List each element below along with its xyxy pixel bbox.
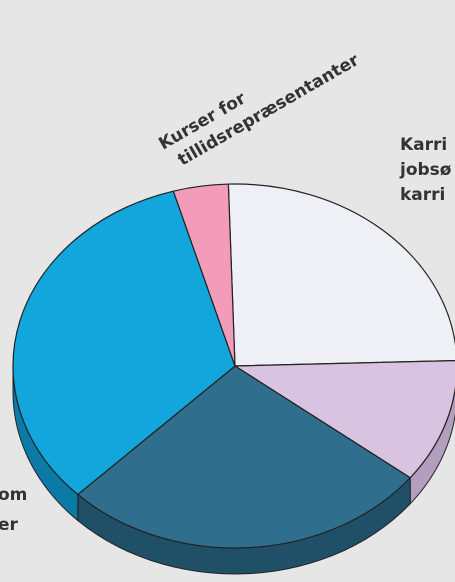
slice-label: jobsø <box>399 160 451 180</box>
slice-label: om <box>0 485 27 505</box>
slice <box>172 183 236 367</box>
slice <box>12 190 236 496</box>
slice-label: Karri <box>400 135 447 155</box>
slice <box>227 183 455 367</box>
pie-slices <box>12 183 455 549</box>
slice <box>233 359 455 479</box>
slice-label: er <box>0 515 19 535</box>
slice <box>76 365 412 549</box>
slice-label: karri <box>400 185 445 205</box>
